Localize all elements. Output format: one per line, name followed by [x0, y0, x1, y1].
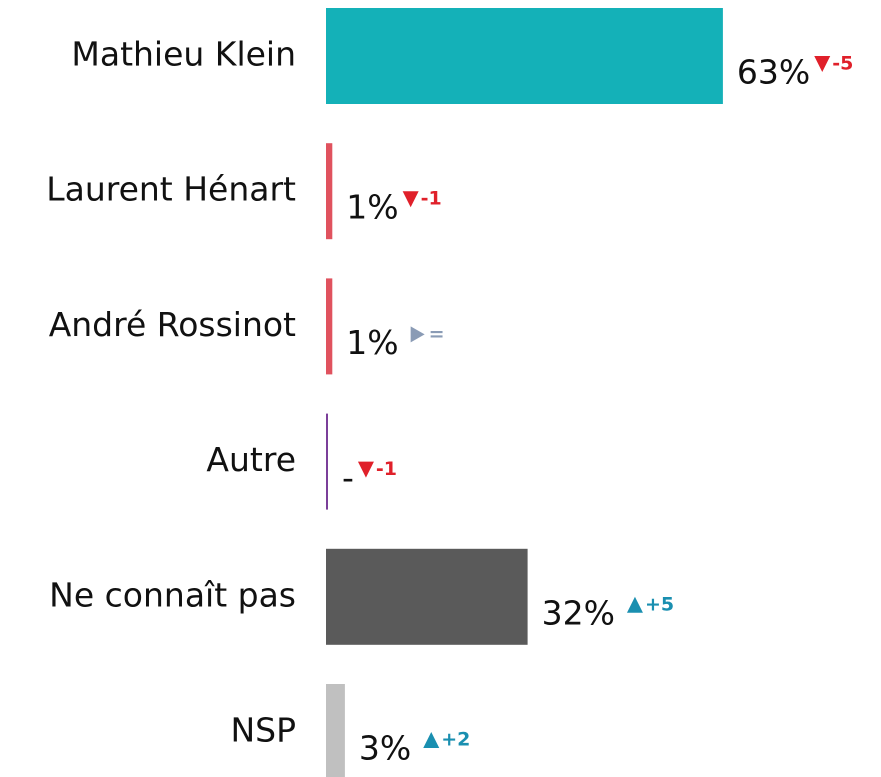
bar [326, 278, 333, 375]
change-label: -1 [421, 188, 442, 210]
category-label: Autre [206, 440, 296, 479]
change-label: +5 [645, 593, 674, 615]
value-label: - [342, 458, 354, 497]
value-label: 3% [359, 729, 411, 768]
value-label: 63% [737, 53, 810, 92]
change-arrow [423, 732, 440, 748]
bar [326, 143, 333, 240]
change-arrow [626, 596, 643, 613]
change-arrow [402, 191, 419, 208]
change-label: -5 [832, 53, 853, 75]
change-arrow [357, 461, 374, 478]
bar [326, 413, 328, 510]
change-label: -1 [376, 458, 397, 480]
value-label: 1% [346, 323, 398, 362]
value-label: 32% [542, 593, 615, 632]
category-label: Mathieu Klein [71, 35, 296, 74]
category-label: Laurent Hénart [46, 170, 296, 209]
category-label: André Rossinot [49, 305, 296, 344]
bar [326, 8, 723, 104]
change-label: +2 [441, 729, 470, 751]
bar [326, 548, 528, 645]
change-arrow [410, 326, 425, 343]
category-label: Ne connaît pas [49, 575, 296, 614]
bar [326, 684, 345, 777]
change-label: = [429, 323, 445, 345]
value-label: 1% [346, 188, 398, 227]
change-arrow [814, 56, 831, 72]
category-label: NSP [230, 711, 296, 750]
